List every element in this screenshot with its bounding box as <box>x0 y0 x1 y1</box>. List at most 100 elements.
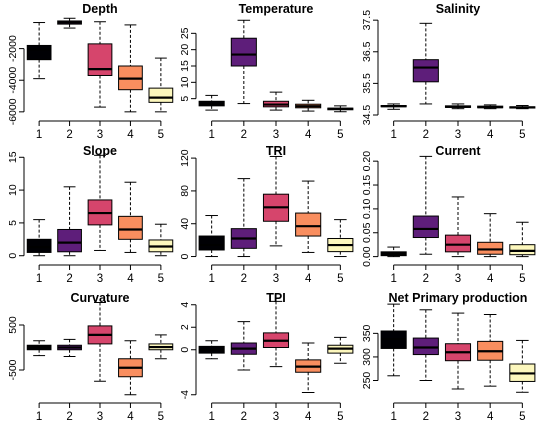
box-group-2 <box>230 321 257 371</box>
box-group-4 <box>118 340 143 396</box>
x-tick-label: 5 <box>519 273 525 285</box>
box-group-1 <box>26 22 52 80</box>
panel-curvature: Curvature -500 500 1 2 3 4 5 <box>7 291 174 423</box>
box-group-4 <box>477 314 504 387</box>
panel-title: Temperature <box>239 2 314 16</box>
x-tick-label: 2 <box>241 129 247 141</box>
x-tick-label: 4 <box>305 411 312 423</box>
box-group-5 <box>327 105 354 113</box>
y-tick-label: -4000 <box>7 67 19 94</box>
box-iqr <box>57 228 82 253</box>
x-tick-label: 2 <box>241 273 247 285</box>
box-group-3 <box>87 21 113 108</box>
y-tick-label: 0.15 <box>361 175 373 196</box>
x-tick-label: 3 <box>455 129 461 141</box>
box-iqr <box>87 43 113 76</box>
y-tick-label: 40 <box>179 218 191 230</box>
panel-title: Depth <box>82 2 117 16</box>
box-group-5 <box>148 57 174 113</box>
box-group-1 <box>380 303 407 377</box>
box-group-1 <box>198 215 225 258</box>
y-tick-label: 120 <box>179 149 191 167</box>
x-tick-label: 4 <box>305 273 312 285</box>
y-tick-label: 10 <box>7 184 19 196</box>
box-group-1 <box>26 340 52 357</box>
panel-title: Curvature <box>70 291 129 305</box>
y-tick-label: 300 <box>361 348 373 366</box>
box-group-5 <box>148 223 174 257</box>
box-iqr <box>118 215 143 240</box>
y-tick-label: 5 <box>7 220 19 226</box>
panel-title: Net Primary production <box>389 291 528 305</box>
x-tick-label: 5 <box>337 273 343 285</box>
y-tick-label: 350 <box>361 324 373 342</box>
x-tick-label: 5 <box>519 411 525 423</box>
box-group-4 <box>295 99 322 112</box>
box-group-3 <box>444 103 472 110</box>
box-group-5 <box>327 336 354 364</box>
box-group-3 <box>262 91 290 111</box>
x-tick-label: 5 <box>158 129 164 141</box>
box-iqr <box>230 37 257 67</box>
x-tick-label: 2 <box>241 411 247 423</box>
box-group-2 <box>57 338 82 357</box>
box-iqr <box>509 244 536 256</box>
box-iqr <box>477 241 504 255</box>
box-group-5 <box>509 339 536 393</box>
x-tick-label: 3 <box>455 411 461 423</box>
y-tick-label: 80 <box>179 185 191 197</box>
x-tick-label: 3 <box>97 273 103 285</box>
box-iqr <box>295 212 322 237</box>
box-group-3 <box>444 312 472 390</box>
box-group-4 <box>295 180 322 253</box>
y-tick-label: 25 <box>179 27 191 39</box>
x-tick-label: 3 <box>97 129 103 141</box>
x-tick-label: 1 <box>390 411 396 423</box>
x-tick-label: 2 <box>423 273 429 285</box>
y-tick-label: -2000 <box>7 35 19 62</box>
x-tick-label: 2 <box>66 411 72 423</box>
box-group-5 <box>509 221 536 258</box>
x-tick-label: 1 <box>36 411 42 423</box>
x-tick-label: 3 <box>273 273 279 285</box>
box-iqr <box>412 59 439 83</box>
box-group-4 <box>477 213 504 258</box>
y-tick-label: -6000 <box>7 98 19 125</box>
y-tick-label: 36.5 <box>361 41 373 62</box>
y-tick-label: 15 <box>179 60 191 72</box>
x-tick-label: 4 <box>487 411 494 423</box>
box-group-2 <box>57 17 82 29</box>
y-tick-label: 37.5 <box>361 10 373 31</box>
x-tick-label: 4 <box>305 129 312 141</box>
y-tick-label: 10 <box>179 76 191 88</box>
x-tick-label: 4 <box>127 411 134 423</box>
box-group-1 <box>380 246 407 258</box>
box-iqr <box>412 337 439 356</box>
box-group-4 <box>477 104 504 110</box>
x-tick-label: 1 <box>208 411 214 423</box>
y-tick-label: 4 <box>179 302 191 308</box>
x-tick-label: 5 <box>519 129 525 141</box>
panel-slope: Slope 0 5 10 15 1 2 3 4 5 <box>7 144 174 285</box>
y-tick-label: 20 <box>179 44 191 56</box>
box-group-1 <box>380 103 407 110</box>
box-group-4 <box>295 342 322 393</box>
panel-title: Salinity <box>436 2 481 16</box>
box-group-3 <box>444 196 472 258</box>
x-tick-label: 4 <box>127 273 134 285</box>
x-tick-label: 5 <box>158 411 164 423</box>
x-tick-label: 3 <box>97 411 103 423</box>
panel-current: Current 0.00 0.05 0.10 0.15 0.20 1 2 3 4 5 <box>361 144 536 285</box>
box-group-5 <box>327 219 354 258</box>
panel-tri: TRI 0 40 80 120 1 2 3 4 5 <box>179 144 354 285</box>
box-iqr <box>26 238 52 253</box>
y-tick-label: 250 <box>361 372 373 390</box>
y-tick-label: 2 <box>179 324 191 330</box>
panel-temperature: Temperature 5 10 15 20 25 1 2 3 4 5 <box>179 2 354 141</box>
y-tick-label: 0.10 <box>361 199 373 220</box>
y-tick-label: 0.00 <box>361 246 373 267</box>
panel-title: TRI <box>266 144 286 158</box>
y-tick-label: 5 <box>179 96 191 102</box>
